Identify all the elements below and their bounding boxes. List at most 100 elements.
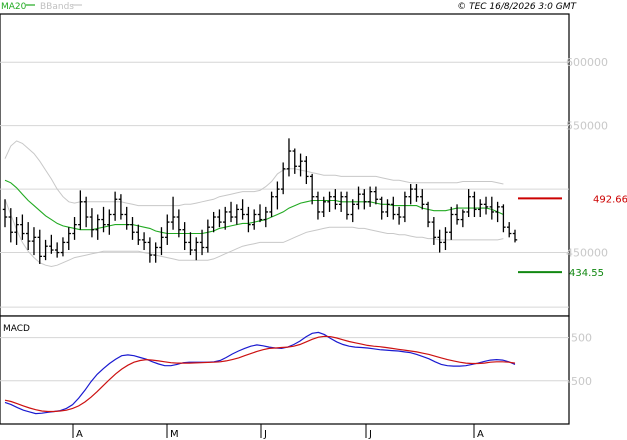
x-tick-label: A bbox=[76, 429, 83, 440]
ohlc-bar bbox=[188, 232, 193, 256]
ohlc-bar bbox=[437, 229, 442, 253]
ohlc-bar bbox=[309, 173, 315, 205]
ohlc-bar bbox=[217, 209, 222, 228]
bbands-legend-label: BBands bbox=[40, 2, 74, 12]
ohlc-bar bbox=[512, 229, 518, 243]
ohlc-bar bbox=[95, 214, 100, 240]
ohlc-bar bbox=[20, 214, 25, 240]
ohlc-bar bbox=[263, 206, 268, 228]
ohlc-bar bbox=[205, 219, 211, 253]
ohlc-bar bbox=[338, 191, 344, 212]
ohlc-bar bbox=[379, 196, 384, 220]
ohlc-bar bbox=[414, 184, 419, 202]
ohlc-bar bbox=[2, 199, 8, 228]
ohlc-bar bbox=[170, 196, 176, 230]
ohlc-bar bbox=[501, 204, 506, 233]
ohlc-bar bbox=[321, 196, 326, 218]
price-tick-label: 600000 bbox=[566, 56, 608, 69]
ohlc-bar bbox=[252, 209, 257, 230]
x-tick-label: J bbox=[368, 429, 372, 440]
ohlc-bar bbox=[286, 138, 292, 177]
ohlc-bar bbox=[350, 199, 355, 223]
ohlc-bar bbox=[37, 229, 42, 264]
ohlc-bar bbox=[14, 217, 19, 245]
signal-line bbox=[4, 335, 516, 413]
ohlc-bar bbox=[425, 201, 431, 228]
ohlc-bar bbox=[396, 206, 402, 225]
ohlc-bar bbox=[147, 237, 153, 263]
ohlc-bar bbox=[449, 206, 454, 240]
macd-lines bbox=[4, 331, 516, 415]
ohlc-bar bbox=[315, 191, 321, 220]
macd-title: MACD bbox=[3, 324, 30, 334]
x-tick-label: A bbox=[477, 429, 484, 440]
ohlc-bar bbox=[443, 227, 448, 251]
resistance-label: 492.66 bbox=[593, 194, 627, 205]
support-resistance-levels: 492.66 434.55 bbox=[518, 194, 627, 279]
ohlc-bar bbox=[228, 201, 234, 223]
ohlc-bar bbox=[118, 194, 124, 220]
ohlc-bar bbox=[60, 237, 66, 257]
ohlc-bar bbox=[72, 217, 77, 240]
support-label: 434.55 bbox=[569, 268, 604, 279]
macd-tick-label: 500 bbox=[571, 332, 592, 345]
ohlc-bar bbox=[402, 191, 408, 223]
ohlc-bar bbox=[246, 206, 251, 233]
ohlc-bar bbox=[489, 196, 495, 220]
ohlc-bar bbox=[141, 232, 147, 251]
price-tick-label: 550000 bbox=[566, 120, 608, 133]
ohlc-bar bbox=[43, 239, 48, 261]
bband-upper bbox=[4, 140, 504, 207]
ohlc-bar bbox=[107, 209, 112, 235]
ohlc-bar bbox=[211, 211, 216, 233]
ohlc-bar bbox=[362, 189, 367, 210]
ohlc-bar bbox=[78, 190, 83, 230]
macd-panel bbox=[0, 315, 570, 425]
ohlc-bar bbox=[234, 204, 240, 225]
bollinger-bands bbox=[4, 140, 504, 268]
ohlc-bar bbox=[89, 208, 95, 238]
ohlc-bar bbox=[269, 191, 274, 218]
ohlc-bar bbox=[356, 186, 361, 210]
ohlc-bar bbox=[8, 208, 13, 243]
ohlc-bar bbox=[280, 162, 286, 195]
ohlc-bar bbox=[507, 222, 512, 238]
ohlc-bar bbox=[165, 214, 170, 245]
ohlc-bar bbox=[31, 227, 37, 256]
x-tick-label: J bbox=[263, 429, 267, 440]
ohlc-bar bbox=[54, 242, 60, 258]
ohlc-bars bbox=[2, 138, 518, 264]
ohlc-bar bbox=[385, 199, 390, 218]
ohlc-bar bbox=[49, 234, 54, 254]
ohlc-bar bbox=[454, 204, 460, 225]
ohlc-bar bbox=[194, 237, 199, 261]
grid: 600000 550000 450000 500 -500 bbox=[0, 56, 608, 388]
ohlc-bar bbox=[304, 156, 309, 185]
ohlc-bar bbox=[420, 189, 425, 210]
ma-legend-label: MA20 bbox=[1, 2, 27, 12]
ohlc-bar bbox=[101, 206, 106, 233]
ohlc-bar bbox=[391, 196, 396, 220]
ohlc-bar bbox=[199, 229, 205, 256]
ohlc-bar bbox=[257, 204, 263, 223]
ohlc-bar bbox=[460, 209, 466, 228]
ohlc-bar bbox=[66, 227, 71, 251]
ohlc-bar bbox=[495, 201, 500, 223]
ohlc-bar bbox=[223, 206, 228, 230]
ohlc-bar bbox=[327, 191, 332, 212]
ohlc-bar bbox=[478, 199, 483, 218]
ohlc-bar bbox=[159, 227, 164, 256]
ohlc-bar bbox=[182, 222, 187, 251]
ohlc-bar bbox=[176, 209, 182, 238]
ohlc-bar bbox=[124, 206, 129, 230]
ohlc-bar bbox=[292, 148, 297, 174]
x-tick-label: M bbox=[170, 429, 179, 440]
ohlc-bar bbox=[344, 191, 350, 220]
ohlc-bar bbox=[275, 181, 280, 210]
ohlc-bar bbox=[136, 224, 141, 245]
ohlc-bar bbox=[483, 196, 489, 215]
ohlc-bar bbox=[83, 196, 89, 228]
ohlc-bar bbox=[298, 153, 303, 177]
